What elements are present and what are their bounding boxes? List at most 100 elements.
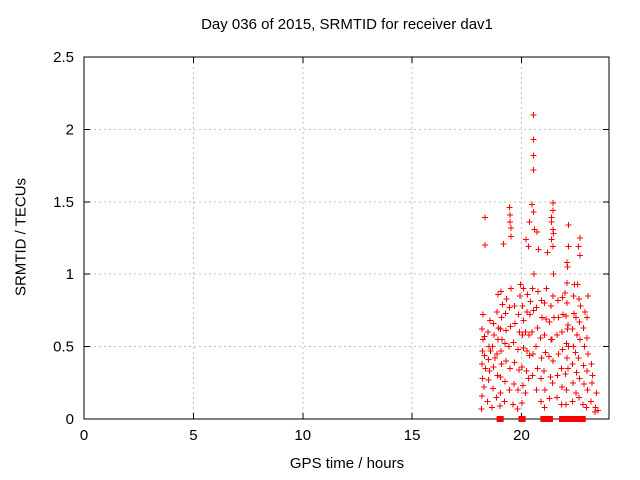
- data-point: [529, 372, 536, 379]
- data-point: [506, 219, 513, 226]
- data-point: [546, 395, 553, 402]
- data-point: [576, 318, 583, 325]
- x-axis-label: GPS time / hours: [289, 455, 405, 472]
- data-point: [580, 362, 587, 369]
- data-point: [491, 355, 498, 362]
- data-point: [527, 311, 534, 318]
- data-point: [493, 308, 500, 315]
- data-point: [498, 314, 505, 321]
- data-point: [575, 243, 582, 250]
- data-point: [553, 394, 560, 401]
- data-point: [485, 356, 492, 363]
- data-point: [549, 243, 556, 250]
- data-point: [584, 314, 591, 321]
- data-point: [534, 288, 541, 295]
- data-point: [506, 204, 513, 211]
- data-point: [558, 329, 565, 336]
- data-point: [543, 285, 550, 292]
- data-point: [575, 355, 582, 362]
- data-point: [506, 211, 513, 218]
- data-point: [525, 243, 532, 250]
- data-point: [506, 304, 513, 311]
- data-point: [580, 324, 587, 331]
- data-point: [525, 375, 532, 382]
- data-point: [588, 360, 595, 367]
- data-point: [502, 378, 509, 385]
- data-point: [591, 408, 598, 415]
- data-point: [501, 340, 508, 347]
- data-point-zero: [546, 416, 553, 422]
- data-point: [547, 374, 554, 381]
- data-point: [499, 301, 506, 308]
- data-point: [541, 300, 548, 307]
- data-point: [574, 281, 581, 288]
- data-point: [529, 285, 536, 292]
- data-point: [514, 346, 521, 353]
- data-point: [593, 389, 600, 396]
- data-point: [564, 263, 571, 270]
- data-point: [563, 259, 570, 266]
- data-point: [549, 336, 556, 343]
- data-point: [544, 249, 551, 256]
- data-point: [564, 300, 571, 307]
- data-point: [511, 320, 518, 327]
- data-point: [515, 366, 522, 373]
- data-point: [507, 365, 514, 372]
- data-point: [519, 332, 526, 339]
- data-point: [595, 407, 602, 414]
- y-tick-label: 0: [66, 411, 74, 428]
- data-point: [479, 347, 486, 354]
- data-point: [489, 343, 496, 350]
- data-point-zero: [564, 416, 571, 422]
- data-point: [480, 384, 487, 391]
- data-point: [485, 329, 492, 336]
- data-point: [522, 329, 529, 336]
- data-point: [581, 308, 588, 315]
- data-point: [523, 308, 530, 315]
- data-point: [549, 207, 556, 214]
- data-point: [562, 401, 569, 408]
- data-point: [490, 385, 497, 392]
- data-point: [583, 368, 590, 375]
- data-point: [510, 339, 517, 346]
- data-point: [516, 329, 523, 336]
- data-point: [497, 326, 504, 333]
- data-point: [581, 381, 588, 388]
- data-point: [584, 387, 591, 394]
- data-point: [555, 350, 562, 357]
- data-point: [554, 372, 561, 379]
- data-point: [519, 363, 526, 370]
- data-point: [573, 314, 580, 321]
- data-point: [588, 398, 595, 405]
- data-point: [569, 360, 576, 367]
- data-point: [573, 369, 580, 376]
- data-point: [562, 290, 569, 297]
- data-point: [530, 111, 537, 118]
- data-point: [480, 311, 486, 318]
- data-point: [537, 398, 544, 405]
- data-point: [494, 350, 500, 357]
- data-point: [479, 336, 486, 343]
- plot-border: [83, 56, 610, 420]
- data-point: [527, 298, 534, 305]
- data-point: [481, 214, 488, 221]
- data-point: [565, 321, 572, 328]
- data-point: [550, 230, 557, 237]
- data-point: [528, 201, 535, 208]
- data-point: [511, 359, 518, 366]
- data-point: [550, 271, 557, 278]
- data-point: [497, 347, 504, 354]
- data-point: [538, 375, 545, 382]
- data-point-zero: [558, 416, 565, 422]
- data-point: [508, 285, 514, 292]
- data-point: [550, 292, 556, 299]
- data-point: [490, 320, 497, 327]
- data-point: [565, 221, 572, 228]
- data-point: [563, 313, 570, 320]
- data-point: [507, 233, 514, 240]
- data-point: [502, 358, 509, 365]
- data-point: [576, 235, 583, 241]
- data-point: [541, 368, 548, 375]
- data-point: [538, 297, 545, 304]
- data-point: [585, 292, 592, 299]
